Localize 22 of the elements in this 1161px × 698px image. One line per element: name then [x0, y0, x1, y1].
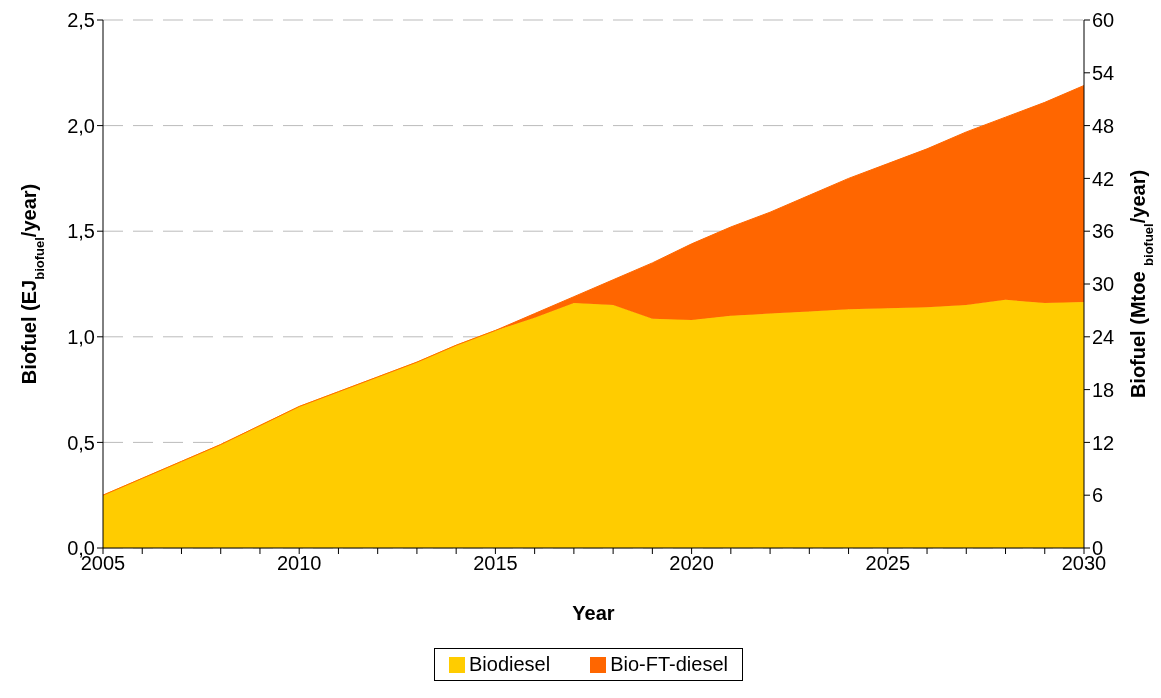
- y2-tick-label: 60: [1092, 9, 1115, 32]
- x-tick-label: 2015: [473, 552, 518, 575]
- y-tick-label: 2,0: [67, 114, 95, 137]
- y2-tick-label: 48: [1092, 114, 1115, 137]
- y-tick-label: 1,0: [67, 325, 95, 348]
- legend-label: Bio-FT-diesel: [610, 653, 728, 676]
- y2-tick-label: 18: [1092, 378, 1115, 401]
- y2-tick-label: 54: [1092, 61, 1115, 84]
- legend-label: Biodiesel: [469, 653, 551, 676]
- x-axis-title: Year: [572, 602, 615, 624]
- y-tick-label: 2,5: [67, 9, 95, 32]
- y-tick-label: 0,5: [67, 431, 95, 454]
- y2-tick-label: 30: [1092, 273, 1115, 296]
- y2-tick-label: 12: [1092, 431, 1115, 454]
- y2-tick-label: 6: [1092, 484, 1104, 507]
- x-tick-label: 2025: [865, 552, 911, 575]
- y-tick-label: 1,5: [67, 220, 95, 243]
- y2-tick-label: 42: [1092, 167, 1115, 190]
- y2-tick-label: 36: [1092, 220, 1115, 243]
- y2-tick-label: 24: [1092, 325, 1115, 348]
- x-tick-label: 2020: [669, 552, 714, 575]
- x-tick-label: 2010: [276, 552, 322, 575]
